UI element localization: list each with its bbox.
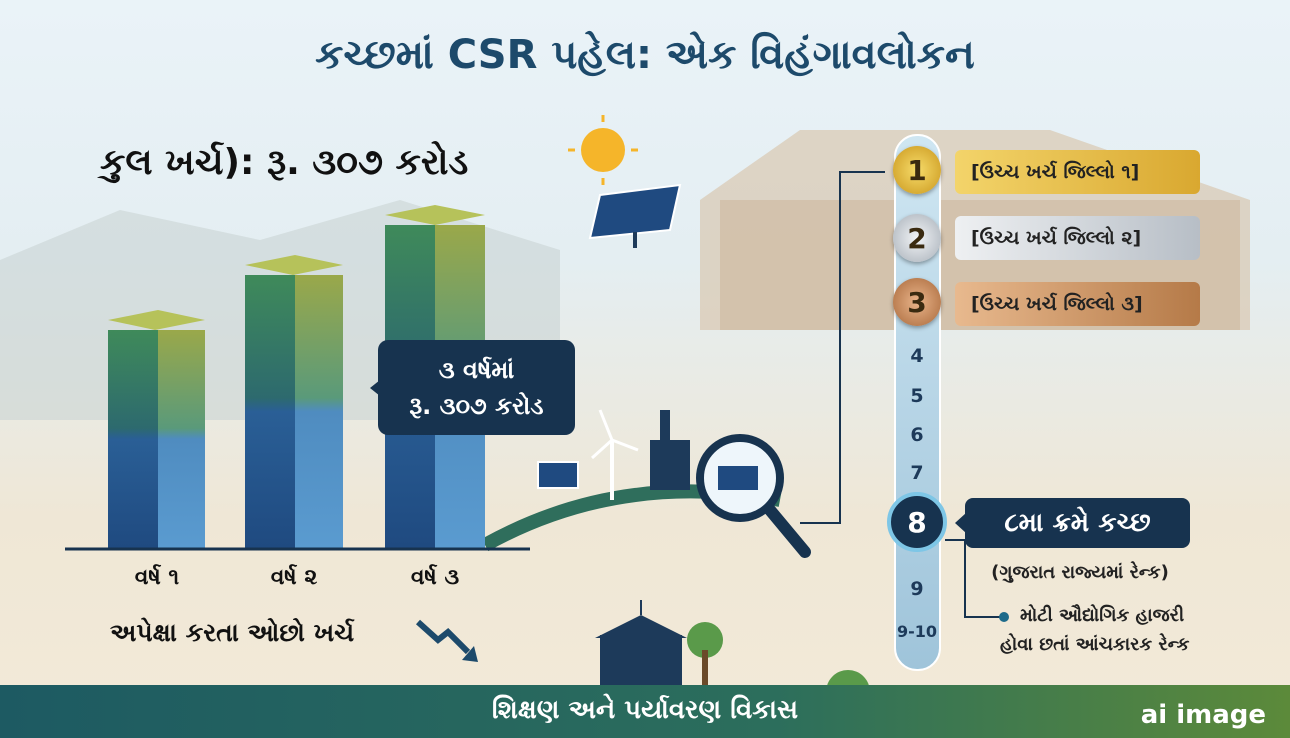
lower-spend-note: અપેક્ષા કરતા ઓછો ખર્ચ [110, 618, 355, 647]
rank-number: 9-10 [896, 622, 938, 641]
year-label: વર્ષ ૨ [270, 565, 318, 590]
rank-number: 5 [910, 385, 924, 407]
spend-callout: ૩ વર્ષમાં રૂ. ૩૦૭ કરોડ [378, 340, 575, 435]
rank-label: [ઉચ્ચ ખર્ચ જિલ્લો ૩] [955, 282, 1200, 326]
rank-label: [ઉચ્ચ ખર્ચ જિલ્લો ૨] [955, 216, 1200, 260]
bar-graphic [108, 205, 485, 548]
kutch-rank: 8 [907, 506, 927, 539]
rank-medal: 1 [893, 146, 941, 194]
note-line: હોવા છતાં આંચકારક રેન્ક [1000, 634, 1190, 655]
note-line: મોટી ઔદ્યોગિક હાજરી [1020, 605, 1185, 626]
total-spend: કુલ ખર્ચ): રૂ. ૩૦૭ કરોડ [100, 142, 469, 183]
rank-number: 6 [910, 424, 924, 446]
rank-number: 7 [910, 462, 924, 484]
kutch-label: ૮મા ક્રમે કચ્છ [965, 498, 1190, 548]
callout-line: ૩ વર્ષમાં [438, 355, 515, 384]
footer-band [0, 685, 1290, 738]
title: કચ્છમાં CSR પહેલ: એક વિહંગાવલોકન [315, 32, 975, 78]
footer-text: શિક્ષણ અને પર્યાવરણ વિકાસ [491, 695, 799, 725]
rank-medal: 2 [893, 214, 941, 262]
year-label: વર્ષ ૧ [134, 565, 180, 590]
watermark: ai image [1140, 700, 1266, 730]
rank-number: 9 [910, 578, 924, 600]
rank-label: [ઉચ્ચ ખર્ચ જિલ્લો ૧] [955, 150, 1200, 194]
kutch-subtitle: (ગુજરાત રાજ્યમાં રેન્ક) [991, 562, 1169, 583]
rank-number: 4 [910, 345, 924, 367]
callout-line: રૂ. ૩૦૭ કરોડ [409, 391, 544, 420]
year-label: વર્ષ ૩ [410, 565, 460, 590]
rank-medal: 3 [893, 278, 941, 326]
